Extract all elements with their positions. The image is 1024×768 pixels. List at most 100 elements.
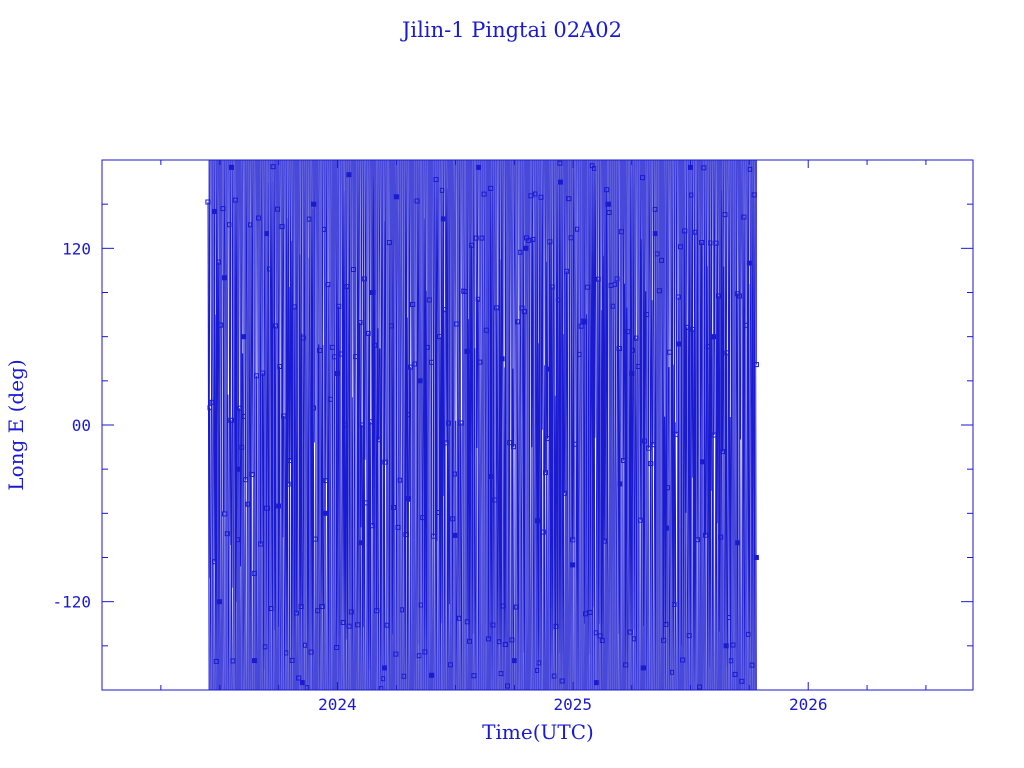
data-point [483,327,489,333]
data-point [431,533,437,539]
data-point [467,638,472,644]
data-point [221,275,227,281]
data-point [414,198,420,204]
data-point [572,441,578,447]
data-point [437,334,443,340]
data-point [502,642,508,647]
data-point [629,347,635,353]
data-point [492,497,498,503]
data-point [258,541,264,547]
data-point [224,531,230,537]
data-point [591,165,597,171]
data-point [391,505,397,510]
data-point [296,675,302,681]
data-point [344,284,350,290]
data-point [401,673,407,679]
data-point [728,658,734,664]
data-point [416,653,422,659]
data-point [555,297,561,303]
data-point [399,607,405,613]
series-group [205,160,759,690]
data-point [665,485,671,491]
data-point [445,420,451,426]
data-point [642,438,648,444]
data-point [549,284,555,290]
data-point [426,297,432,303]
data-point [648,461,654,467]
x-axis-label: Time(UTC) [482,720,594,744]
data-point [629,371,635,376]
data-point [749,662,755,668]
data-point [408,364,413,370]
data-point [382,459,388,465]
data-point [566,196,572,202]
data-point [256,215,262,221]
data-point [511,444,517,450]
data-point [393,194,399,200]
data-point [230,658,236,664]
data-point [213,658,219,664]
data-point [551,673,557,679]
data-point [595,276,601,282]
data-point [737,293,743,299]
data-point [545,436,551,442]
data-point [713,240,719,246]
data-point [635,364,641,369]
data-point [505,683,510,689]
data-point [688,192,694,198]
data-point [576,351,582,357]
data-point [753,362,759,368]
data-point [342,422,348,428]
data-point [496,639,502,645]
data-point [494,305,500,311]
data-point [207,405,213,411]
data-point [692,229,698,235]
data-point [570,562,576,568]
data-point [604,187,610,193]
data-point [585,284,591,290]
data-point [507,440,513,446]
data-point [420,515,426,521]
data-point [323,478,329,484]
data-point [374,608,380,614]
data-point [340,620,346,625]
data-point [540,529,546,535]
data-point [637,517,643,523]
data-point [287,363,293,369]
data-point [403,532,409,537]
data-point [511,658,517,664]
data-point [745,631,751,637]
data-point [663,621,669,627]
data-point [716,293,721,299]
data-point [534,667,540,673]
data-point [216,259,221,265]
data-point [346,172,352,178]
data-point [614,276,620,282]
data-point [249,471,255,477]
data-point [372,342,378,348]
data-point [458,420,464,426]
data-point [260,370,266,376]
data-point [464,619,470,625]
data-point [429,672,435,678]
data-point [703,532,709,538]
data-point [602,538,607,544]
data-point [336,303,342,309]
data-point [448,662,453,668]
data-point [574,226,580,232]
data-point [212,209,218,214]
data-point [321,226,327,232]
data-point [631,636,637,642]
data-point [558,179,564,185]
data-point [247,222,253,228]
data-point [553,623,559,629]
data-point [547,239,553,245]
data-point [346,623,352,629]
data-point [730,642,736,648]
data-point [299,680,305,686]
data-point [433,177,439,183]
data-point [211,559,217,565]
data-point [682,228,688,234]
data-point [536,660,542,666]
